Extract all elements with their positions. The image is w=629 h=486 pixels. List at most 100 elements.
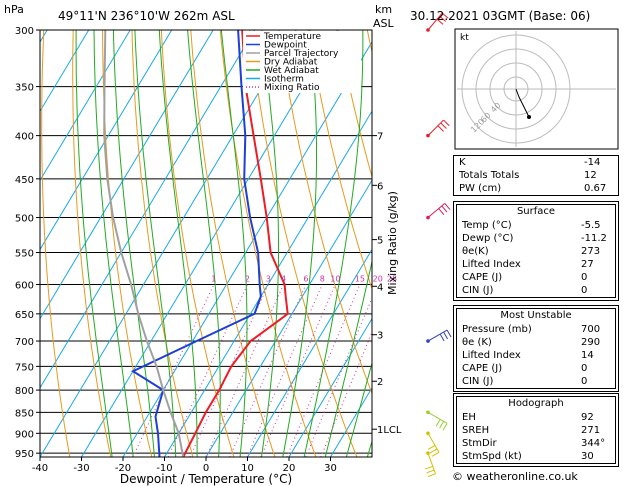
height-tick-label: 6 bbox=[377, 181, 383, 192]
table-row: EH 92 bbox=[457, 411, 615, 424]
pressure-tick-label: 300 bbox=[15, 26, 34, 37]
isotherm-line bbox=[288, 317, 372, 457]
temperature-tick-label: -20 bbox=[115, 463, 131, 474]
mixing-ratio-line bbox=[167, 284, 248, 457]
temperature-series-line bbox=[182, 30, 289, 457]
table-row: SREH 271 bbox=[457, 424, 615, 437]
wet-adiabat-line bbox=[75, 30, 113, 457]
row-label: Totals Totals bbox=[459, 170, 520, 181]
footer-credit: © weatheronline.co.uk bbox=[452, 470, 578, 483]
pressure-tick-label: 900 bbox=[15, 429, 34, 440]
row-label: CIN (J) bbox=[462, 285, 494, 296]
wind-barb-shaft bbox=[427, 433, 440, 453]
pressure-tick-label: 800 bbox=[15, 386, 34, 397]
table-row: θe (K) 290 bbox=[457, 336, 615, 349]
dry-adiabat-line bbox=[278, 30, 372, 395]
table-row: CAPE (J) 0 bbox=[457, 362, 615, 375]
hodograph-storm-motion-marker bbox=[527, 115, 531, 119]
wind-barb-shaft bbox=[427, 411, 448, 424]
row-value: 27 bbox=[581, 259, 594, 270]
mixing-ratio-label: 4 bbox=[281, 274, 286, 283]
pressure-tick-label: 850 bbox=[15, 408, 34, 419]
dry-adiabat-line bbox=[41, 30, 71, 457]
pressure-tick-label: 950 bbox=[15, 449, 34, 460]
most-unstable-title: Most Unstable bbox=[500, 310, 572, 321]
indices-panel: K -14 Totals Totals 12 PW (cm) 0.67 bbox=[453, 155, 619, 196]
wind-barb-flag bbox=[446, 329, 452, 338]
wind-barb-dot bbox=[426, 215, 430, 220]
dewpoint-series-line bbox=[130, 30, 262, 457]
row-value: 0.67 bbox=[584, 183, 607, 194]
legend-label: Dry Adiabat bbox=[264, 58, 318, 68]
isotherm-line bbox=[164, 110, 372, 457]
wind-barbs bbox=[425, 12, 452, 478]
wind-barb-flag bbox=[443, 119, 450, 127]
surface-rows: Temp (°C) -5.5 Dewp (°C) -11.2 θe(K) 273 Lifte… bbox=[457, 219, 615, 297]
legend-background bbox=[243, 31, 361, 93]
hodograph-trace bbox=[515, 88, 530, 118]
table-row: Temp (°C) -5.5 bbox=[457, 219, 615, 232]
row-label: PW (cm) bbox=[459, 183, 502, 194]
wind-barb-dot bbox=[426, 28, 430, 32]
row-label: StmDir bbox=[462, 438, 497, 449]
mixing-ratio-label: 6 bbox=[303, 274, 308, 283]
legend-label: Wet Adiabat bbox=[264, 66, 319, 76]
indices-rows: K -14 Totals Totals 12 PW (cm) 0.67 bbox=[454, 156, 618, 195]
location-title: 49°11'N 236°10'W 262m ASL bbox=[58, 9, 235, 23]
wind-barb-shaft bbox=[427, 203, 446, 218]
mixing-ratio-label: 1 bbox=[211, 274, 216, 283]
mixing-ratio-label: 10 bbox=[330, 274, 340, 283]
temperature-tick-label: 30 bbox=[324, 463, 337, 474]
chart-series bbox=[103, 30, 289, 457]
height-tick-label: 1LCL bbox=[377, 425, 402, 436]
wet-adiabat-line bbox=[261, 30, 279, 457]
wind-barb-dot bbox=[426, 339, 430, 343]
mixing-ratio-label: 20 bbox=[373, 274, 383, 283]
table-row: Lifted Index 14 bbox=[457, 349, 615, 362]
table-row: K -14 bbox=[454, 156, 618, 169]
surface-panel: Surface Temp (°C) -5.5 Dewp (°C) -11.2 θe(K)… bbox=[453, 201, 619, 301]
datetime-title: 30.12.2021 03GMT (Base: 06) bbox=[410, 9, 590, 23]
wind-barb-flag bbox=[441, 205, 448, 213]
row-label: Pressure (mb) bbox=[462, 324, 532, 335]
height-tick-label: 7 bbox=[377, 132, 383, 143]
dry-adiabat-line bbox=[160, 30, 235, 457]
row-value: -5.5 bbox=[581, 220, 601, 231]
row-label: Lifted Index bbox=[462, 259, 521, 270]
row-label: Temp (°C) bbox=[462, 220, 512, 231]
pressure-tick-label: 550 bbox=[15, 249, 34, 260]
dry-adiabat-line bbox=[337, 30, 372, 179]
isotherm-line bbox=[40, 30, 173, 251]
mixing-ratio-label: 8 bbox=[320, 274, 325, 283]
wet-adiabat-line bbox=[324, 259, 372, 457]
row-label: CAPE (J) bbox=[462, 363, 503, 374]
temperature-tick-label: -40 bbox=[32, 463, 48, 474]
mixing-ratio-label: 15 bbox=[355, 274, 365, 283]
row-label: StmSpd (kt) bbox=[462, 451, 522, 462]
pressure-tick-label: 500 bbox=[15, 214, 34, 225]
row-label: CAPE (J) bbox=[462, 272, 503, 283]
chart-axes: 1 2 3 4 6 8 10 15 20 2530035040045050055060065070… bbox=[15, 26, 402, 474]
row-label: θe(K) bbox=[462, 246, 489, 257]
mixing-ratio-label: 25 bbox=[387, 274, 397, 283]
height-tick-label: 2 bbox=[377, 377, 383, 388]
parcel-trajectory-series-line bbox=[103, 30, 185, 457]
wet-adiabat-line bbox=[93, 30, 134, 457]
chart-grid bbox=[40, 30, 372, 457]
pressure-tick-label: 450 bbox=[15, 175, 34, 186]
row-value: -11.2 bbox=[581, 233, 607, 244]
mixing-ratio-line bbox=[305, 296, 372, 457]
hodograph-panel: Hodograph EH 92 SREH 271 StmDir 344° StmSpd (k… bbox=[453, 393, 619, 467]
wet-adiabat-line bbox=[220, 30, 248, 457]
row-value: 0 bbox=[581, 272, 588, 283]
wind-barb-dot bbox=[426, 133, 430, 138]
wet-adiabat-line bbox=[158, 30, 198, 457]
isotherm-line bbox=[205, 179, 372, 457]
table-row: PW (cm) 0.67 bbox=[454, 182, 618, 195]
height-unit-label: km bbox=[375, 3, 392, 16]
wind-barb-flag bbox=[427, 473, 436, 478]
table-row: Dewp (°C) -11.2 bbox=[457, 232, 615, 245]
row-value: -14 bbox=[584, 157, 601, 168]
